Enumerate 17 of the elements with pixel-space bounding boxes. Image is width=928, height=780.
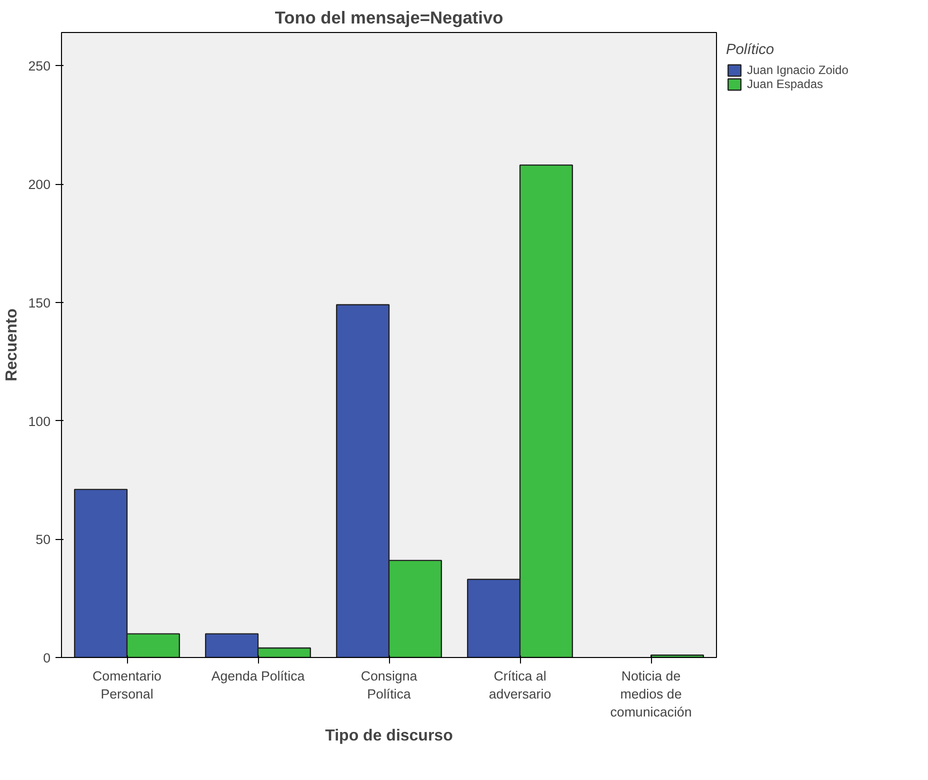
x-tick-label: Agenda Política bbox=[211, 668, 306, 684]
y-tick-label: 50 bbox=[36, 532, 51, 548]
y-tick-label: 100 bbox=[28, 414, 51, 429]
x-tick-label: Crítica al adversario bbox=[488, 668, 552, 702]
x-tick-label: Comentario Personal bbox=[92, 668, 162, 702]
x-axis-title: Tipo de discurso bbox=[325, 728, 454, 744]
y-tick-label: 150 bbox=[28, 295, 51, 310]
legend-title: Político bbox=[726, 42, 776, 58]
y-axis-title: Recuento bbox=[3, 308, 20, 382]
legend-label: Juan Ignacio Zoido bbox=[747, 63, 848, 77]
x-tick-label: Consigna Política bbox=[360, 668, 418, 702]
y-tick-label: 0 bbox=[43, 650, 51, 666]
x-tick-label: Noticia de medios de comunicación bbox=[610, 668, 692, 720]
chart-title: Tono del mensaje=Negativo bbox=[274, 8, 504, 28]
legend-label: Juan Espadas bbox=[747, 77, 824, 91]
y-tick-label: 250 bbox=[28, 58, 51, 74]
y-tick-label: 200 bbox=[28, 177, 51, 192]
